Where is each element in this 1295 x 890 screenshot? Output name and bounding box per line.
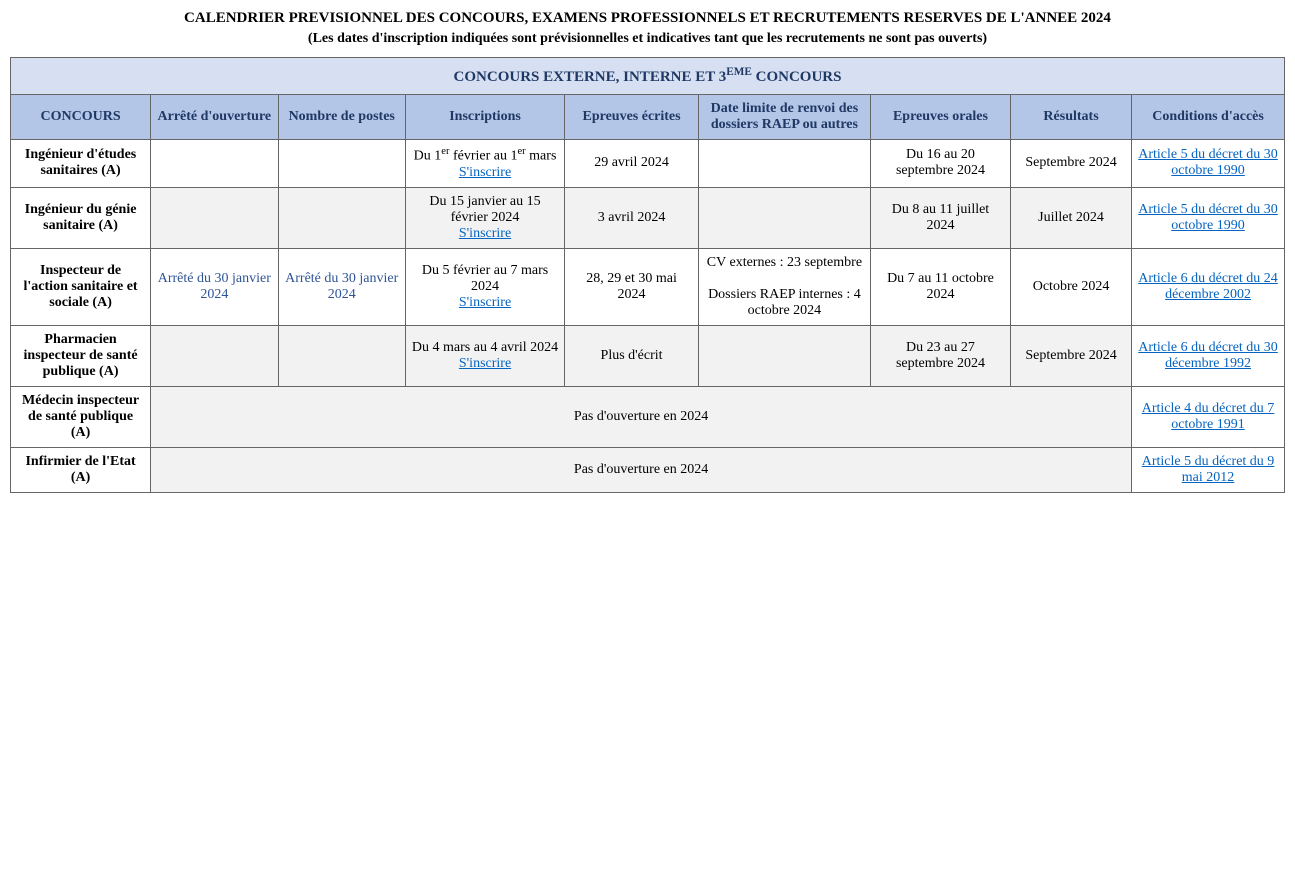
signup-link[interactable]: S'inscrire xyxy=(459,356,511,371)
conditions-link[interactable]: Article 5 du décret du 30 octobre 1990 xyxy=(1138,202,1278,233)
signup-link[interactable]: S'inscrire xyxy=(459,295,511,310)
section-header-post: CONCOURS xyxy=(752,69,842,85)
arrete-cell: Arrêté du 30 janvier 2024 xyxy=(151,248,278,325)
orales-cell: Du 23 au 27 septembre 2024 xyxy=(870,325,1010,386)
conditions-cell: Article 5 du décret du 9 mai 2012 xyxy=(1132,447,1285,492)
signup-link[interactable]: S'inscrire xyxy=(459,226,511,241)
concours-label: Ingénieur du génie sanitaire (A) xyxy=(11,187,151,248)
column-header: CONCOURS xyxy=(11,95,151,140)
conditions-cell: Article 6 du décret du 30 décembre 1992 xyxy=(1132,325,1285,386)
orales-cell: Du 7 au 11 octobre 2024 xyxy=(870,248,1010,325)
conditions-cell: Article 5 du décret du 30 octobre 1990 xyxy=(1132,187,1285,248)
postes-cell xyxy=(278,325,405,386)
orales-cell: Du 8 au 11 juillet 2024 xyxy=(870,187,1010,248)
conditions-cell: Article 6 du décret du 24 décembre 2002 xyxy=(1132,248,1285,325)
column-header: Résultats xyxy=(1011,95,1132,140)
raep-cell xyxy=(698,187,870,248)
no-opening-cell: Pas d'ouverture en 2024 xyxy=(151,447,1132,492)
inscriptions-cell: Du 15 janvier au 15 février 2024S'inscri… xyxy=(405,187,564,248)
table-row: Ingénieur d'études sanitaires (A) Du 1er … xyxy=(11,140,1285,188)
page-subtitle: (Les dates d'inscription indiquées sont … xyxy=(10,31,1285,47)
conditions-link[interactable]: Article 6 du décret du 30 décembre 1992 xyxy=(1138,340,1278,371)
concours-label: Ingénieur d'études sanitaires (A) xyxy=(11,140,151,188)
inscriptions-cell: Du 1er février au 1er marsS'inscrire xyxy=(405,140,564,188)
section-header-sup: EME xyxy=(726,66,752,78)
table-row: Ingénieur du génie sanitaire (A) Du 15 ja… xyxy=(11,187,1285,248)
conditions-link[interactable]: Article 4 du décret du 7 octobre 1991 xyxy=(1142,401,1275,432)
section-header-pre: CONCOURS EXTERNE, INTERNE ET 3 xyxy=(454,69,727,85)
resultats-cell: Septembre 2024 xyxy=(1011,140,1132,188)
raep-cell xyxy=(698,325,870,386)
column-header: Nombre de postes xyxy=(278,95,405,140)
inscriptions-cell: Du 5 février au 7 mars 2024S'inscrire xyxy=(405,248,564,325)
table-row: Pharmacien inspecteur de santé publique … xyxy=(11,325,1285,386)
concours-label: Inspecteur de l'action sanitaire et soci… xyxy=(11,248,151,325)
conditions-cell: Article 5 du décret du 30 octobre 1990 xyxy=(1132,140,1285,188)
table-row: Médecin inspecteur de santé publique (A)… xyxy=(11,386,1285,447)
schedule-table: CONCOURS EXTERNE, INTERNE ET 3EME CONCOU… xyxy=(10,57,1285,493)
section-header: CONCOURS EXTERNE, INTERNE ET 3EME CONCOU… xyxy=(11,58,1285,95)
raep-cell xyxy=(698,140,870,188)
resultats-cell: Septembre 2024 xyxy=(1011,325,1132,386)
ecrites-cell: 3 avril 2024 xyxy=(565,187,699,248)
conditions-link[interactable]: Article 5 du décret du 9 mai 2012 xyxy=(1142,454,1275,485)
postes-cell: Arrêté du 30 janvier 2024 xyxy=(278,248,405,325)
concours-label: Pharmacien inspecteur de santé publique … xyxy=(11,325,151,386)
column-header: Inscriptions xyxy=(405,95,564,140)
table-row: Inspecteur de l'action sanitaire et soci… xyxy=(11,248,1285,325)
arrete-cell xyxy=(151,325,278,386)
resultats-cell: Juillet 2024 xyxy=(1011,187,1132,248)
arrete-cell xyxy=(151,140,278,188)
ecrites-cell: Plus d'écrit xyxy=(565,325,699,386)
signup-link[interactable]: S'inscrire xyxy=(459,165,511,180)
column-header: Date limite de renvoi des dossiers RAEP … xyxy=(698,95,870,140)
arrete-link[interactable]: Arrêté du 30 janvier 2024 xyxy=(158,271,271,302)
column-header-row: CONCOURSArrêté d'ouvertureNombre de post… xyxy=(11,95,1285,140)
conditions-link[interactable]: Article 5 du décret du 30 octobre 1990 xyxy=(1138,147,1278,178)
concours-label: Infirmier de l'Etat (A) xyxy=(11,447,151,492)
table-row: Infirmier de l'Etat (A)Pas d'ouverture e… xyxy=(11,447,1285,492)
orales-cell: Du 16 au 20 septembre 2024 xyxy=(870,140,1010,188)
ecrites-cell: 28, 29 et 30 mai 2024 xyxy=(565,248,699,325)
column-header: Conditions d'accès xyxy=(1132,95,1285,140)
conditions-link[interactable]: Article 6 du décret du 24 décembre 2002 xyxy=(1138,271,1278,302)
arrete-cell xyxy=(151,187,278,248)
column-header: Epreuves orales xyxy=(870,95,1010,140)
column-header: Arrêté d'ouverture xyxy=(151,95,278,140)
column-header: Epreuves écrites xyxy=(565,95,699,140)
conditions-cell: Article 4 du décret du 7 octobre 1991 xyxy=(1132,386,1285,447)
inscriptions-cell: Du 4 mars au 4 avril 2024S'inscrire xyxy=(405,325,564,386)
postes-cell xyxy=(278,187,405,248)
raep-cell: CV externes : 23 septembreDossiers RAEP … xyxy=(698,248,870,325)
ecrites-cell: 29 avril 2024 xyxy=(565,140,699,188)
concours-label: Médecin inspecteur de santé publique (A) xyxy=(11,386,151,447)
postes-cell xyxy=(278,140,405,188)
postes-link[interactable]: Arrêté du 30 janvier 2024 xyxy=(285,271,398,302)
page-title: CALENDRIER PREVISIONNEL DES CONCOURS, EX… xyxy=(10,10,1285,27)
resultats-cell: Octobre 2024 xyxy=(1011,248,1132,325)
no-opening-cell: Pas d'ouverture en 2024 xyxy=(151,386,1132,447)
